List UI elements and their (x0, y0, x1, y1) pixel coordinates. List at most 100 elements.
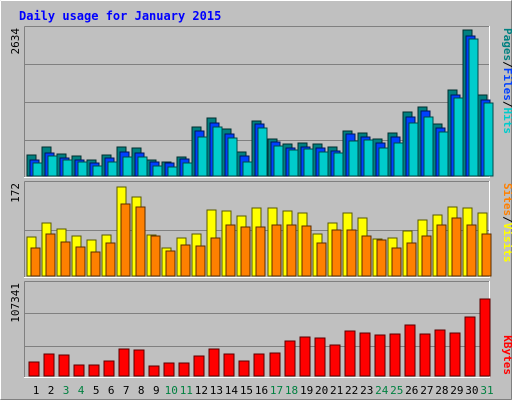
bar-hits-day-23 (363, 139, 374, 177)
bar-kbytes-day-7 (118, 348, 130, 377)
bar-kbytes-day-16 (253, 353, 265, 377)
day-label-4: 4 (78, 384, 85, 397)
day-label-1: 1 (33, 384, 40, 397)
day-label-24: 24 (375, 384, 389, 397)
bar-hits-day-27 (423, 116, 434, 177)
bar-sites-day-27 (421, 235, 432, 277)
bar-hits-day-9 (152, 165, 163, 177)
panel-3-max-label: 107341 (9, 283, 22, 323)
bar-kbytes-day-14 (223, 353, 235, 377)
bar-sites-day-28 (436, 224, 447, 277)
legend-sites-visits: Sites/Visits (501, 183, 512, 263)
day-label-21: 21 (330, 384, 343, 397)
bar-kbytes-day-18 (284, 340, 296, 377)
bar-hits-day-5 (92, 165, 103, 177)
bar-kbytes-day-10 (163, 362, 175, 377)
bar-kbytes-day-23 (359, 332, 371, 377)
bar-hits-day-11 (182, 162, 193, 177)
bar-hits-day-31 (483, 102, 494, 177)
panel-2-max-label: 172 (9, 183, 22, 203)
bar-sites-day-23 (361, 235, 372, 277)
bar-hits-day-2 (47, 155, 58, 177)
bar-sites-day-9 (150, 235, 161, 277)
bar-kbytes-day-2 (43, 353, 55, 377)
bar-hits-day-12 (197, 136, 208, 177)
day-label-17: 17 (270, 384, 283, 397)
day-label-15: 15 (240, 384, 253, 397)
bar-sites-day-29 (451, 217, 462, 277)
day-label-14: 14 (225, 384, 239, 397)
day-label-28: 28 (435, 384, 448, 397)
day-label-19: 19 (300, 384, 313, 397)
bar-kbytes-day-20 (314, 337, 326, 377)
bar-hits-day-29 (453, 97, 464, 177)
bar-sites-day-1 (30, 247, 41, 277)
bar-kbytes-day-4 (73, 364, 85, 377)
day-label-22: 22 (345, 384, 358, 397)
bar-hits-day-28 (438, 131, 449, 177)
bar-hits-day-25 (393, 142, 404, 177)
bar-kbytes-day-13 (208, 348, 220, 377)
bar-kbytes-day-3 (58, 354, 70, 377)
day-label-31: 31 (480, 384, 493, 397)
panel-1-max-label: 2634 (9, 28, 22, 55)
bar-hits-day-15 (242, 161, 253, 177)
bar-kbytes-day-5 (88, 364, 100, 377)
bar-kbytes-day-27 (419, 333, 431, 377)
bar-sites-day-26 (406, 242, 417, 277)
bar-sites-day-18 (286, 224, 297, 277)
day-label-5: 5 (93, 384, 100, 397)
bar-sites-day-25 (391, 247, 402, 277)
bar-kbytes-day-9 (148, 365, 160, 377)
bar-sites-day-16 (255, 226, 266, 277)
day-label-9: 9 (153, 384, 160, 397)
day-label-27: 27 (420, 384, 433, 397)
bar-kbytes-day-19 (299, 336, 311, 377)
bar-sites-day-2 (45, 233, 56, 277)
day-label-6: 6 (108, 384, 115, 397)
bar-sites-day-13 (210, 237, 221, 277)
bar-sites-day-22 (346, 229, 357, 277)
bar-sites-day-8 (135, 206, 146, 277)
bar-kbytes-day-17 (269, 352, 281, 377)
legend-pages-files-hits: Pages/Files/Hits (501, 28, 512, 134)
bar-hits-day-1 (32, 162, 43, 177)
bar-sites-day-24 (376, 239, 387, 277)
day-label-13: 13 (210, 384, 223, 397)
bar-hits-day-7 (122, 156, 133, 177)
bar-hits-day-21 (333, 152, 344, 177)
day-label-16: 16 (255, 384, 268, 397)
bar-sites-day-4 (75, 246, 86, 277)
bar-kbytes-day-24 (374, 334, 386, 377)
chart-title: Daily usage for January 2015 (19, 9, 221, 23)
bar-kbytes-day-31 (479, 298, 491, 377)
bar-sites-day-21 (331, 229, 342, 277)
bar-sites-day-12 (195, 245, 206, 277)
bar-hits-day-30 (468, 38, 479, 177)
bar-kbytes-day-29 (449, 332, 461, 377)
legend-kbytes: KBytes (501, 335, 512, 375)
day-label-10: 10 (165, 384, 178, 397)
bar-sites-day-6 (105, 242, 116, 277)
day-label-29: 29 (450, 384, 463, 397)
day-label-7: 7 (123, 384, 130, 397)
day-label-8: 8 (138, 384, 145, 397)
day-label-12: 12 (195, 384, 208, 397)
bar-sites-day-30 (466, 224, 477, 277)
bar-sites-day-5 (90, 251, 101, 277)
day-label-20: 20 (315, 384, 328, 397)
bar-kbytes-day-12 (193, 355, 205, 377)
day-label-26: 26 (405, 384, 418, 397)
bar-hits-day-13 (212, 126, 223, 177)
bar-hits-day-8 (137, 156, 148, 177)
bar-sites-day-7 (120, 203, 131, 277)
bar-kbytes-day-15 (238, 360, 250, 377)
bar-sites-day-10 (165, 250, 176, 277)
bar-hits-day-6 (107, 161, 118, 177)
day-label-11: 11 (180, 384, 193, 397)
bar-hits-day-18 (288, 149, 299, 177)
bar-hits-day-14 (227, 137, 238, 177)
bar-kbytes-day-30 (464, 316, 476, 377)
bar-sites-day-17 (271, 224, 282, 277)
